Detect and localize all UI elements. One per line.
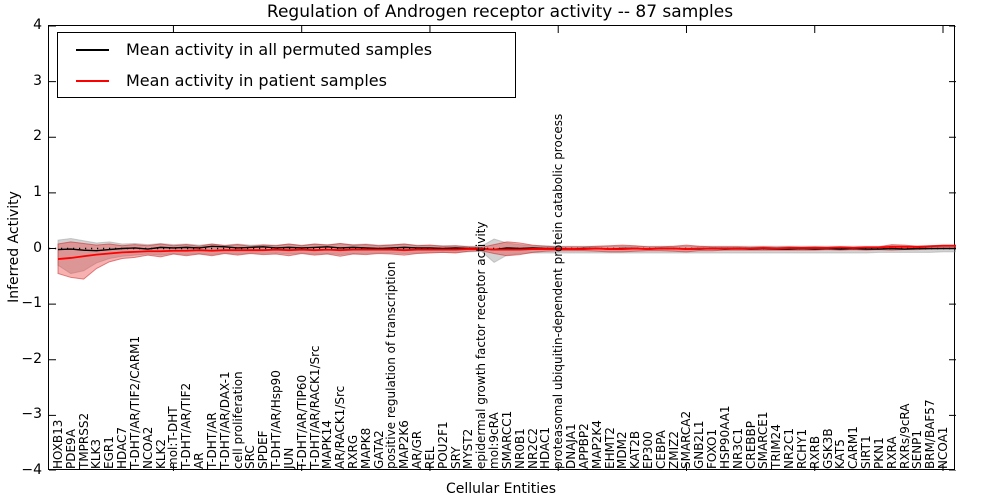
x-tick-label: DNAJA1 — [564, 423, 579, 469]
x-tick-label: RXRs/9cRA — [897, 403, 912, 469]
x-tick-label: MDM2 — [615, 431, 630, 469]
legend-entry-permuted: Mean activity in all permuted samples — [58, 34, 515, 65]
x-tick-label: NCOA2 — [140, 426, 155, 469]
x-tick-label: mol:T-DHT — [166, 406, 181, 469]
x-tick-label: SRC — [243, 445, 258, 469]
x-tick-label: mol:9cRA — [487, 412, 502, 469]
x-tick-label: epidermal growth factor receptor activit… — [474, 221, 489, 469]
x-tick-label: SRY — [448, 446, 463, 469]
y-tick-label: −1 — [21, 295, 42, 312]
x-tick-label: EP300 — [641, 431, 655, 469]
x-tick-label: KLK3 — [89, 438, 104, 469]
x-tick-label: MAP2K4 — [589, 420, 604, 469]
patient-range-band — [57, 241, 956, 280]
y-tick-label: 1 — [33, 183, 42, 200]
y-tick-label: 4 — [33, 17, 42, 33]
x-tick-label: KAT2B — [628, 430, 643, 469]
x-tick-label: RXRA — [884, 436, 899, 469]
x-tick-label: positive regulation of transcription — [384, 261, 399, 469]
x-tick-label: GSK3B — [820, 428, 835, 469]
x-tick-label: SPDEF — [256, 430, 271, 469]
x-tick-label: T-DHT/AR/RACK1/Src — [307, 345, 322, 469]
x-tick-label: GNB2L1 — [692, 420, 707, 469]
x-tick-label: T-DHT/AR/TIF2/CARM1 — [127, 335, 142, 469]
permuted-line-sample-icon — [76, 48, 109, 51]
x-tick-label: PKN1 — [871, 437, 886, 469]
legend-entry-patient: Mean activity in patient samples — [58, 65, 515, 96]
x-tick-label: NR2C2 — [525, 428, 540, 469]
y-tick-label: 0 — [33, 239, 42, 256]
legend-label-patient: Mean activity in patient samples — [126, 71, 387, 90]
x-tick-label: FOXO1 — [705, 428, 720, 469]
y-tick-label: 2 — [33, 128, 42, 145]
y-tick-label: −2 — [21, 350, 42, 367]
x-tick-label: MAPK8 — [358, 427, 373, 469]
x-tick-label: MAP2K6 — [397, 420, 412, 469]
x-tick-label: RXRB — [807, 435, 822, 469]
x-tick-label: NR3C1 — [730, 428, 745, 469]
y-tick-label: −4 — [21, 462, 42, 478]
x-tick-label: EGR1 — [102, 436, 117, 469]
x-axis-label: Cellular Entities — [445, 481, 557, 497]
y-tick-label: −3 — [21, 406, 42, 423]
legend: Mean activity in all permuted samples Me… — [57, 32, 516, 98]
x-tick-label: TMPRSS2 — [76, 412, 91, 469]
x-tick-label: KAT5 — [833, 439, 848, 469]
x-tick-label: KLK2 — [153, 438, 168, 469]
x-tick-label: T-DHT/AR/DAX-1 — [217, 371, 232, 469]
patient-mean-line — [57, 244, 956, 260]
x-tick-label: NR0B1 — [512, 428, 527, 469]
x-tick-label: T-DHT/AR/Hsp90 — [269, 370, 284, 469]
x-tick-label: TRIM24 — [769, 424, 784, 469]
legend-label-permuted: Mean activity in all permuted samples — [126, 40, 433, 59]
x-tick-label: SIRT1 — [859, 435, 874, 469]
patient-line-sample-icon — [76, 79, 109, 82]
chart-canvas — [49, 26, 956, 471]
x-tick-label: ZMIZ2 — [666, 431, 681, 469]
x-tick-label: NR2C1 — [782, 428, 797, 469]
x-tick-label: T-DHT/AR/TIF2 — [179, 382, 194, 469]
x-tick-label: RCHY1 — [794, 428, 809, 469]
x-tick-label: MAPK14 — [320, 420, 335, 469]
x-tick-label: AR/GR — [410, 430, 425, 469]
plot-area — [48, 25, 956, 471]
x-tick-label: SMARCE1 — [756, 411, 771, 469]
x-tick-label: AR/RACK1/Src — [333, 385, 348, 469]
x-tick-label: CARM1 — [846, 426, 861, 469]
x-tick-label: SMARCC1 — [499, 410, 514, 469]
x-tick-label: PDE9A — [63, 429, 78, 469]
x-tick-label: NCOA1 — [936, 426, 950, 469]
x-tick-label: BRM/BAF57 — [923, 399, 938, 469]
x-tick-label: proteasomal ubiquitin-dependent protein … — [551, 113, 566, 469]
x-tick-label: APPBP2 — [576, 423, 591, 469]
x-tick-label: JUN — [281, 447, 296, 469]
x-tick-label: REL — [422, 446, 437, 469]
x-tick-label: AR — [192, 452, 207, 469]
x-tick-label: CREBBP — [743, 421, 758, 469]
x-tick-label: HOXB13 — [51, 419, 65, 469]
x-tick-label: T-DHT/AR/TIP60 — [294, 374, 309, 469]
y-tick-label: 3 — [33, 72, 42, 89]
x-tick-label: cell proliferation — [230, 371, 245, 469]
x-tick-label: SMARCA2 — [679, 410, 694, 469]
x-tick-label: HDAC7 — [115, 426, 130, 469]
x-tick-label: T-DHT/AR — [204, 412, 219, 469]
x-tick-label: POU2F1 — [435, 421, 450, 469]
x-tick-label: HDAC1 — [538, 426, 553, 469]
x-tick-label: CEBPA — [653, 430, 668, 469]
x-tick-label: SENP1 — [910, 429, 925, 469]
x-tick-label: MYST2 — [461, 428, 476, 469]
x-tick-label: HSP90AA1 — [717, 405, 732, 469]
x-tick-label: RXRG — [346, 434, 360, 469]
x-tick-label: EHMT2 — [602, 427, 617, 469]
chart-title: Regulation of Androgen receptor activity… — [266, 2, 734, 22]
x-tick-label: GATA2 — [371, 430, 386, 469]
